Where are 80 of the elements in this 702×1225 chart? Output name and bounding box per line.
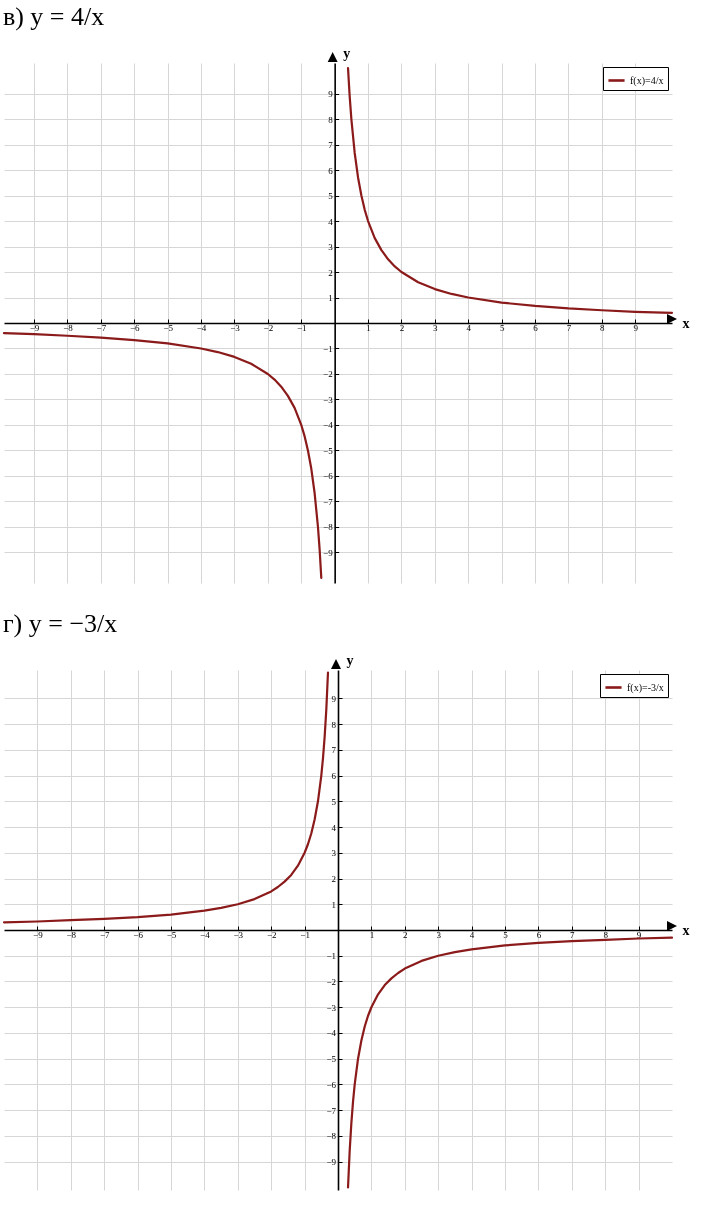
- y-tick-label: −7: [326, 1105, 337, 1116]
- x-tick-label: −2: [263, 323, 274, 333]
- y-tick-label: 3: [331, 848, 337, 859]
- x-tick-label: −5: [166, 930, 177, 940]
- x-tick-label: 8: [600, 323, 606, 333]
- y-axis-title: y: [343, 45, 351, 61]
- x-tick-label: −6: [133, 930, 144, 940]
- legend-label: f(x)=-3/x: [627, 681, 664, 694]
- x-tick-label: −9: [29, 323, 40, 333]
- y-tick-label: 6: [331, 771, 337, 782]
- y-tick-label: 2: [328, 267, 333, 278]
- y-tick-label: −4: [323, 420, 334, 431]
- y-tick-label: −7: [323, 496, 334, 507]
- y-tick-label: −3: [326, 1002, 337, 1013]
- x-tick-label: −3: [233, 930, 244, 940]
- chart-title: в) y = 4/x: [2, 2, 105, 31]
- x-tick-label: 6: [536, 930, 542, 940]
- x-tick-label: 2: [399, 323, 405, 333]
- y-tick-label: −1: [326, 951, 336, 962]
- x-tick-label: 4: [469, 930, 475, 940]
- y-tick-label: 6: [328, 165, 334, 176]
- y-tick-label: −5: [323, 445, 334, 456]
- x-tick-label: −3: [230, 323, 241, 333]
- x-tick-label: 3: [436, 930, 442, 940]
- y-tick-label: −1: [323, 343, 333, 354]
- x-tick-label: 5: [499, 323, 505, 333]
- y-tick-label: −3: [323, 394, 334, 405]
- y-tick-label: 7: [331, 745, 337, 756]
- y-tick-label: −5: [326, 1054, 337, 1065]
- x-tick-label: −2: [266, 930, 277, 940]
- x-tick-label: 1: [366, 323, 371, 333]
- x-axis-title: x: [682, 922, 690, 938]
- y-tick-label: 5: [328, 191, 334, 202]
- y-tick-label: −9: [323, 547, 334, 558]
- x-tick-label: −7: [96, 323, 107, 333]
- x-tick-label: −8: [66, 930, 77, 940]
- x-tick-label: −1: [296, 323, 307, 333]
- x-tick-label: −4: [196, 323, 207, 333]
- x-tick-label: 4: [466, 323, 472, 333]
- y-tick-label: 4: [331, 822, 337, 833]
- y-tick-label: −6: [326, 1079, 337, 1090]
- y-tick-label: −9: [326, 1157, 337, 1168]
- y-tick-label: 1: [331, 899, 336, 910]
- x-tick-label: −4: [200, 930, 211, 940]
- y-tick-label: 7: [328, 140, 334, 151]
- x-tick-label: 6: [533, 323, 539, 333]
- y-tick-label: −2: [326, 976, 336, 987]
- x-tick-label: −6: [129, 323, 141, 333]
- y-axis-title: y: [346, 652, 354, 668]
- y-tick-label: 8: [328, 114, 334, 125]
- y-tick-label: −4: [326, 1028, 337, 1039]
- x-tick-label: 3: [433, 323, 439, 333]
- x-tick-label: −7: [99, 930, 110, 940]
- x-tick-label: 9: [636, 930, 642, 940]
- x-tick-label: 9: [633, 323, 639, 333]
- x-tick-label: 1: [369, 930, 375, 940]
- x-tick-label: −1: [300, 930, 310, 940]
- x-tick-label: −5: [163, 323, 174, 333]
- y-tick-label: 2: [331, 874, 336, 885]
- y-tick-label: 5: [331, 796, 337, 807]
- y-tick-label: 9: [331, 693, 337, 704]
- x-tick-label: 7: [566, 323, 572, 333]
- y-tick-label: 8: [331, 719, 337, 730]
- x-tick-label: 8: [603, 930, 609, 940]
- x-tick-label: 7: [570, 930, 576, 940]
- x-tick-label: 5: [503, 930, 509, 940]
- legend-label: f(x)=4/x: [630, 74, 664, 87]
- x-axis-title: x: [682, 315, 690, 331]
- y-tick-label: 4: [328, 216, 334, 227]
- y-tick-label: 1: [328, 293, 333, 304]
- y-tick-label: −6: [323, 471, 334, 482]
- chart-title: г) y = −3/x: [2, 609, 118, 638]
- x-tick-label: 2: [403, 930, 408, 940]
- y-tick-label: 3: [328, 242, 334, 253]
- x-tick-label: −9: [33, 930, 44, 940]
- y-tick-label: −8: [326, 1131, 337, 1142]
- y-tick-label: 9: [328, 89, 334, 100]
- y-tick-label: −2: [323, 369, 333, 380]
- x-tick-label: −8: [63, 323, 74, 333]
- y-tick-label: −8: [323, 522, 334, 533]
